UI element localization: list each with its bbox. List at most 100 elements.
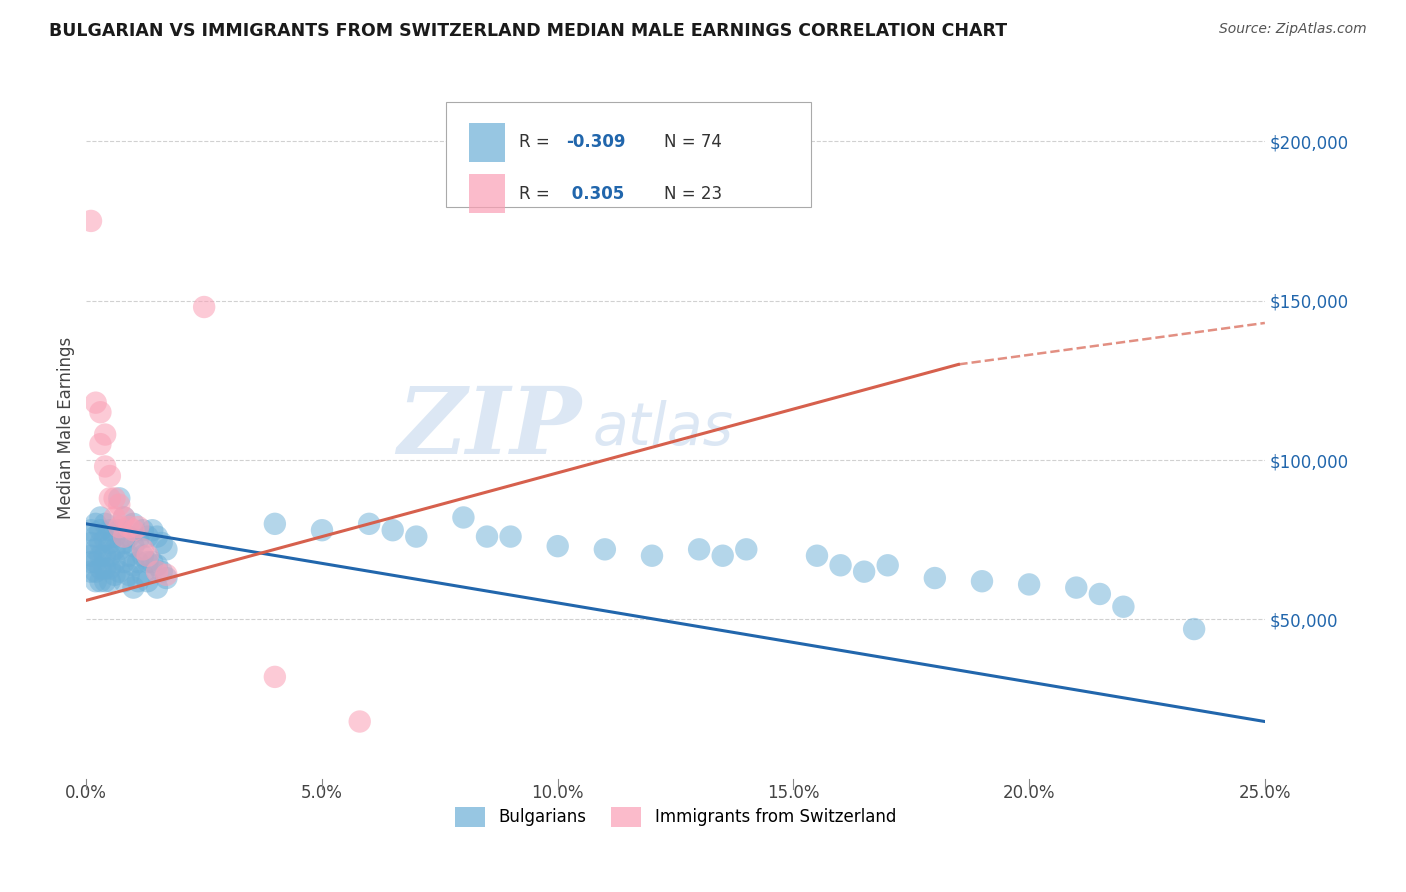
Point	[641, 549, 664, 563]
Point	[103, 542, 125, 557]
Text: BULGARIAN VS IMMIGRANTS FROM SWITZERLAND MEDIAN MALE EARNINGS CORRELATION CHART: BULGARIAN VS IMMIGRANTS FROM SWITZERLAND…	[49, 22, 1007, 40]
Point	[94, 561, 117, 575]
Point	[127, 533, 149, 547]
Point	[84, 516, 107, 531]
Point	[98, 536, 121, 550]
Point	[103, 567, 125, 582]
Point	[94, 533, 117, 547]
Point	[112, 555, 135, 569]
Point	[830, 558, 852, 573]
Point	[108, 542, 131, 557]
Point	[108, 523, 131, 537]
Point	[136, 549, 159, 563]
FancyBboxPatch shape	[446, 102, 811, 207]
Point	[132, 549, 155, 563]
Point	[359, 516, 381, 531]
Point	[98, 574, 121, 589]
Point	[453, 510, 475, 524]
Point	[311, 523, 333, 537]
Point	[146, 581, 169, 595]
Point	[122, 523, 145, 537]
Point	[349, 714, 371, 729]
Point	[405, 530, 427, 544]
Point	[141, 555, 163, 569]
Point	[118, 530, 141, 544]
Point	[1182, 622, 1205, 636]
Text: Source: ZipAtlas.com: Source: ZipAtlas.com	[1219, 22, 1367, 37]
Point	[103, 491, 125, 506]
Point	[84, 530, 107, 544]
Point	[1088, 587, 1111, 601]
Point	[108, 491, 131, 506]
Point	[711, 549, 734, 563]
FancyBboxPatch shape	[470, 174, 505, 213]
Point	[112, 530, 135, 544]
Point	[89, 536, 111, 550]
Y-axis label: Median Male Earnings: Median Male Earnings	[58, 337, 75, 519]
Point	[98, 549, 121, 563]
Point	[89, 405, 111, 419]
Point	[806, 549, 828, 563]
Point	[89, 574, 111, 589]
Point	[970, 574, 993, 589]
Legend: Bulgarians, Immigrants from Switzerland: Bulgarians, Immigrants from Switzerland	[449, 800, 903, 834]
Point	[103, 555, 125, 569]
Text: N = 23: N = 23	[664, 185, 721, 202]
Text: R =: R =	[519, 185, 555, 202]
Point	[735, 542, 758, 557]
Point	[89, 549, 111, 563]
Point	[84, 565, 107, 579]
Point	[112, 574, 135, 589]
Point	[127, 574, 149, 589]
Point	[103, 510, 125, 524]
Point	[122, 516, 145, 531]
Point	[84, 395, 107, 409]
Point	[593, 542, 616, 557]
Point	[136, 574, 159, 589]
Point	[84, 542, 107, 557]
Point	[924, 571, 946, 585]
Point	[80, 549, 103, 563]
Text: 0.305: 0.305	[567, 185, 624, 202]
Point	[108, 520, 131, 534]
Text: atlas: atlas	[593, 400, 734, 457]
Point	[108, 498, 131, 512]
Point	[688, 542, 710, 557]
Text: R =: R =	[519, 133, 555, 152]
Point	[112, 510, 135, 524]
Point	[1018, 577, 1040, 591]
Point	[1112, 599, 1135, 614]
Point	[132, 567, 155, 582]
Point	[146, 558, 169, 573]
Point	[118, 549, 141, 563]
Point	[263, 670, 285, 684]
Point	[127, 555, 149, 569]
Point	[122, 581, 145, 595]
Point	[136, 530, 159, 544]
Point	[193, 300, 215, 314]
Text: -0.309: -0.309	[567, 133, 626, 152]
Point	[94, 516, 117, 531]
Point	[112, 536, 135, 550]
Point	[94, 459, 117, 474]
Point	[146, 565, 169, 579]
Point	[1064, 581, 1087, 595]
FancyBboxPatch shape	[470, 123, 505, 161]
Point	[122, 539, 145, 553]
Point	[141, 523, 163, 537]
Point	[118, 567, 141, 582]
Point	[89, 523, 111, 537]
Point	[108, 565, 131, 579]
Point	[84, 574, 107, 589]
Text: ZIP: ZIP	[396, 384, 581, 473]
Point	[80, 536, 103, 550]
Point	[547, 539, 569, 553]
Point	[876, 558, 898, 573]
Point	[127, 520, 149, 534]
Point	[80, 523, 103, 537]
Point	[132, 523, 155, 537]
Point	[103, 530, 125, 544]
Point	[263, 516, 285, 531]
Point	[122, 558, 145, 573]
Point	[155, 571, 177, 585]
